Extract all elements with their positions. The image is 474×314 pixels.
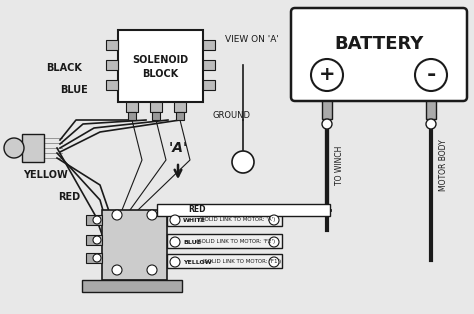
Text: +: + <box>319 66 335 84</box>
Circle shape <box>93 216 101 224</box>
Text: BLUE: BLUE <box>183 240 201 245</box>
Bar <box>174 102 186 112</box>
Bar <box>102 210 167 280</box>
Text: TO WINCH: TO WINCH <box>335 145 344 185</box>
Text: -: - <box>426 65 436 85</box>
Bar <box>86 253 102 263</box>
Bar <box>106 60 118 70</box>
Text: (SOLID LINK TO MOTOR: 'A'): (SOLID LINK TO MOTOR: 'A') <box>199 218 275 223</box>
Circle shape <box>269 215 279 225</box>
Bar <box>167 254 282 268</box>
Bar <box>176 112 184 120</box>
Text: BLOCK: BLOCK <box>142 69 179 79</box>
Text: (SOLID LINK TO MOTOR: 'F1'): (SOLID LINK TO MOTOR: 'F1') <box>202 259 282 264</box>
Bar <box>322 101 332 119</box>
Circle shape <box>112 210 122 220</box>
Bar <box>150 102 162 112</box>
Text: 'A': 'A' <box>168 141 188 155</box>
Bar <box>118 30 203 102</box>
Bar <box>426 101 436 119</box>
Bar <box>86 215 102 225</box>
Bar <box>167 212 282 226</box>
Text: RED: RED <box>58 192 80 202</box>
Text: BLACK: BLACK <box>46 63 82 73</box>
Text: (SOLID LINK TO MOTOR: 'F2'): (SOLID LINK TO MOTOR: 'F2') <box>196 240 275 245</box>
Bar <box>128 112 136 120</box>
Circle shape <box>269 237 279 247</box>
Circle shape <box>170 237 180 247</box>
Circle shape <box>426 119 436 129</box>
Circle shape <box>93 254 101 262</box>
Bar <box>82 280 182 292</box>
Circle shape <box>4 138 24 158</box>
Circle shape <box>147 265 157 275</box>
Bar <box>203 60 215 70</box>
Text: SOLENOID: SOLENOID <box>132 55 189 65</box>
Circle shape <box>147 210 157 220</box>
Text: RED: RED <box>188 205 206 214</box>
Bar <box>22 134 44 162</box>
Text: YELLOW: YELLOW <box>183 259 211 264</box>
Text: WHITE: WHITE <box>183 218 206 223</box>
Text: MOTOR BODY: MOTOR BODY <box>439 139 448 191</box>
Circle shape <box>269 257 279 267</box>
Circle shape <box>311 59 343 91</box>
Bar <box>86 235 102 245</box>
Bar <box>126 102 138 112</box>
Text: BATTERY: BATTERY <box>334 35 424 53</box>
Circle shape <box>170 257 180 267</box>
Bar <box>203 40 215 50</box>
Bar <box>106 80 118 90</box>
FancyBboxPatch shape <box>291 8 467 101</box>
Circle shape <box>415 59 447 91</box>
Circle shape <box>112 265 122 275</box>
Circle shape <box>322 119 332 129</box>
Circle shape <box>93 236 101 244</box>
Text: YELLOW: YELLOW <box>23 170 68 180</box>
Bar <box>106 40 118 50</box>
Circle shape <box>170 215 180 225</box>
Bar <box>152 112 160 120</box>
Text: BLUE: BLUE <box>60 85 88 95</box>
Bar <box>167 234 282 248</box>
Bar <box>157 204 330 216</box>
Text: VIEW ON 'A': VIEW ON 'A' <box>225 35 279 45</box>
Bar <box>203 80 215 90</box>
Text: GROUND: GROUND <box>213 111 251 121</box>
Circle shape <box>232 151 254 173</box>
